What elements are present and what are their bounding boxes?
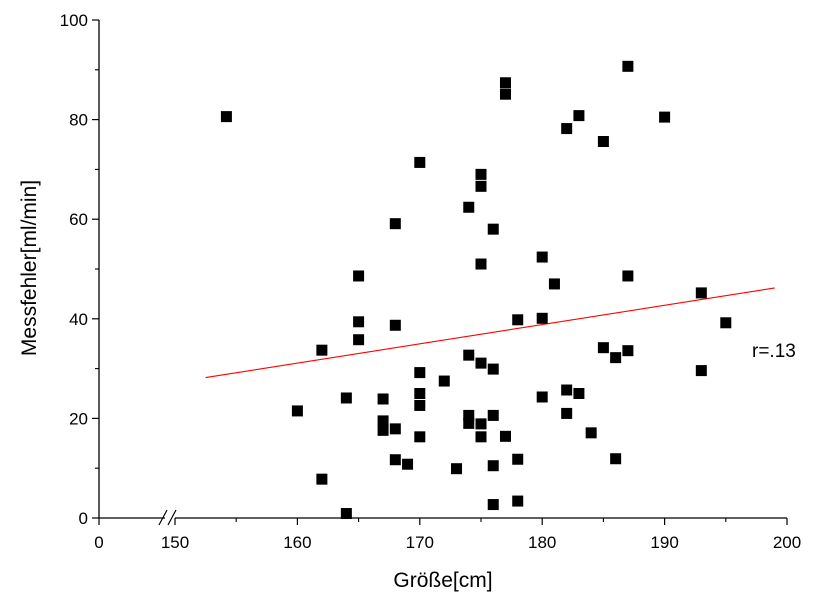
x-tick-label: 0 [94,533,103,552]
data-point [499,77,511,89]
data-point [536,312,548,324]
data-point [389,218,401,230]
data-point [622,270,634,282]
y-tick-label: 20 [69,409,88,428]
data-point [463,409,475,421]
data-point [499,88,511,100]
data-point [597,342,609,354]
y-tick-label: 0 [79,509,88,528]
data-point [316,473,328,485]
data-point [475,357,487,369]
data-point [475,431,487,443]
data-point [536,251,548,263]
data-point [512,453,524,465]
data-point [475,168,487,180]
x-tick-label: 170 [406,533,434,552]
x-axis-title: Größe[cm] [393,569,492,592]
axis-break-mark [167,509,177,526]
data-point [499,430,511,442]
data-point [389,454,401,466]
data-point [353,270,365,282]
data-point [622,345,634,357]
data-point [622,60,634,72]
data-point [220,111,232,123]
x-tick-label: 150 [161,533,189,552]
data-point [487,223,499,235]
data-point [561,407,573,419]
data-point [475,258,487,270]
data-point [414,399,426,411]
x-tick-label: 160 [283,533,311,552]
y-tick-label: 100 [60,11,88,30]
data-point [659,111,671,123]
data-point [597,136,609,148]
data-point [377,424,389,436]
data-point [340,508,352,520]
data-point [610,453,622,465]
data-point [573,110,585,122]
data-point [475,418,487,430]
data-point [377,415,389,427]
x-tick-label: 200 [773,533,801,552]
data-point [487,409,499,421]
data-point [487,460,499,472]
data-point [463,349,475,361]
data-point [695,287,707,299]
data-point [316,344,328,356]
data-point [377,393,389,405]
data-point [512,314,524,326]
data-point [402,458,414,470]
x-tick-label: 180 [528,533,556,552]
data-point [720,317,732,329]
data-point [389,423,401,435]
data-point [573,388,585,399]
data-point [353,316,365,328]
data-point [451,463,463,475]
data-point [414,431,426,443]
data-point [438,375,450,387]
x-tick-label: 190 [650,533,678,552]
data-point [475,180,487,192]
data-point [548,278,560,290]
data-point [463,417,475,429]
data-point [561,384,573,396]
data-point [512,495,524,507]
y-tick-label: 40 [69,310,88,329]
y-tick-label: 60 [69,210,88,229]
y-axis-title: Messfehler[ml/min] [18,180,41,356]
axis-break-mark [158,509,168,526]
data-point [487,499,499,511]
data-point [414,388,426,399]
data-point [487,363,499,375]
data-point [463,201,475,213]
plot-area: 0 20 40 60 80 100 0 150 160 170 180 190 200 [60,11,802,552]
data-point [561,123,573,135]
data-point [389,319,401,331]
y-tick-label: 80 [69,111,88,130]
regression-line [205,287,775,379]
data-point [414,367,426,379]
data-point [585,427,597,439]
correlation-annotation: r=.13 [752,341,796,362]
data-point [340,392,352,404]
data-point [695,365,707,377]
data-point [610,352,622,364]
data-point [536,391,548,403]
data-point [414,156,426,168]
data-point [353,334,365,346]
data-point [291,405,303,417]
